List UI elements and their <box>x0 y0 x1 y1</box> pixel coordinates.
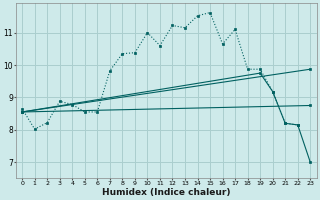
X-axis label: Humidex (Indice chaleur): Humidex (Indice chaleur) <box>102 188 230 197</box>
